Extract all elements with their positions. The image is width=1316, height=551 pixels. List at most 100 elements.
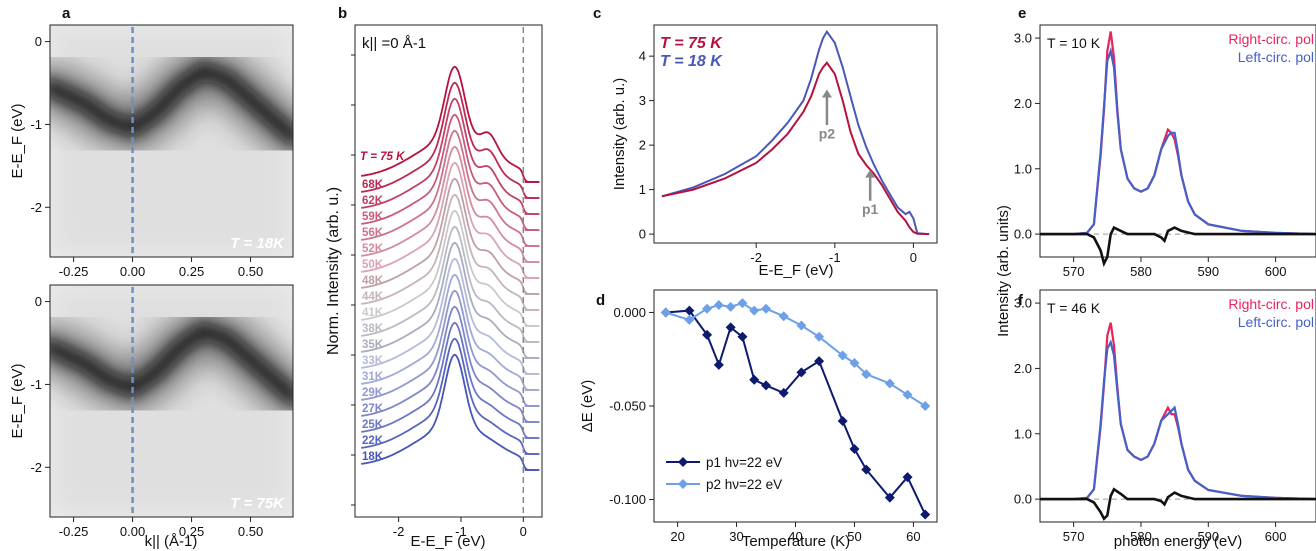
x-tick-label: 0.00 <box>120 524 145 539</box>
panel-letter-e: e <box>1018 5 1026 22</box>
shift-point <box>749 374 760 385</box>
x-tick-label: 0.50 <box>238 264 263 279</box>
shift-point <box>796 320 807 331</box>
panel-b-edc-stack: T = 75 K 68K 62K 59K 56K 52K 50K 48K 44K 41K 38K 35… <box>325 24 543 550</box>
heatmap-a-bottom-axes: -0.25 0.00 0.25 0.50 0 -1 -2 <box>30 294 263 539</box>
panel-b-temperature-labels: T = 75 K 68K 62K 59K 56K 52K 50K 48K 44K 41K 38K 35… <box>360 151 405 463</box>
panel-c-spectra: p2 p1 T = 75 K T = 18 K -2 -1 0 0 1 2 3 4 Intens… <box>611 24 938 279</box>
shift-point <box>737 298 748 309</box>
x-tick-label: 0 <box>520 524 527 539</box>
shift-point <box>796 367 807 378</box>
panel-c-legend-18k: T = 18 K <box>660 53 723 70</box>
shift-point <box>814 331 825 342</box>
panel-f-xlabel: photon energy (eV) <box>1114 533 1242 550</box>
panel-c-xlabel: E-E_F (eV) <box>758 262 833 279</box>
shift-point <box>713 299 724 310</box>
panel-c-frame <box>653 24 938 244</box>
shift-point <box>737 331 748 342</box>
panel-letter-c: c <box>593 5 601 22</box>
y-tick-label: 0 <box>639 227 646 242</box>
shift-point <box>861 369 872 380</box>
edc-curve <box>361 129 539 247</box>
panel-f-legend-left: Left-circ. pol <box>1238 314 1314 330</box>
edc-temperature-label: 35K <box>362 339 384 351</box>
x-tick-label: 580 <box>1130 529 1152 544</box>
panel-b-curves <box>361 65 540 471</box>
x-tick-label: 0.25 <box>179 264 204 279</box>
x-tick-label: 570 <box>1063 264 1085 279</box>
heatmap-a-bottom-xlabel: k|| (Å-1) <box>145 533 198 550</box>
shift-point <box>761 303 772 314</box>
panel-c-ylabel: Intensity (arb. u.) <box>611 78 628 191</box>
edc-temperature-label: 18K <box>362 451 384 463</box>
y-tick-label: 0.000 <box>613 305 646 320</box>
shift-point <box>861 464 872 475</box>
panel-b-axes: -2 -1 0 <box>351 54 527 539</box>
panel-d-legend: p1 hν=22 eV p2 hν=22 eV <box>666 455 782 492</box>
edc-curve <box>361 65 539 183</box>
shift-point <box>837 415 848 426</box>
y-tick-label: 2.0 <box>1014 96 1032 111</box>
y-tick-label: 0 <box>35 34 42 49</box>
absorption-curve <box>1040 46 1316 236</box>
edc-temperature-label: 44K <box>362 291 384 303</box>
edc-curve <box>361 81 539 199</box>
heatmap-a-top-frame <box>49 24 294 258</box>
x-tick-label: 590 <box>1197 529 1219 544</box>
x-tick-label: 0.50 <box>238 524 263 539</box>
shift-point <box>702 303 713 314</box>
x-tick-label: -0.25 <box>59 264 89 279</box>
x-tick-label: 600 <box>1265 529 1287 544</box>
x-tick-label: 40 <box>788 529 802 544</box>
shift-point <box>684 305 695 316</box>
panel-a-top-heatmap: T = 18K -0.25 0.00 0.25 0.50 0 -1 -2 E-E_F (eV… <box>9 24 294 279</box>
x-tick-label: -0.25 <box>59 524 89 539</box>
heatmap-a-bottom-band <box>50 321 293 405</box>
edc-temperature-label: 31K <box>362 371 384 383</box>
panel-letter-a: a <box>62 5 71 22</box>
y-tick-label: 2 <box>639 138 646 153</box>
edc-curve <box>361 241 539 359</box>
panel-b-momentum-label: k|| =0 Å-1 <box>362 35 426 52</box>
heatmap-a-bottom-frame <box>49 284 294 518</box>
panel-e-legend-right: Right-circ. pol <box>1228 31 1314 47</box>
shift-point <box>702 329 713 340</box>
absorption-curve <box>1040 322 1316 501</box>
shift-point <box>713 359 724 370</box>
shift-point <box>725 301 736 312</box>
edc-temperature-label: 38K <box>362 323 384 335</box>
x-tick-label: 0.00 <box>120 264 145 279</box>
spectrum-curve <box>661 29 930 236</box>
panel-d-energy-shift: p1 hν=22 eV p2 hν=22 eV 20 30 40 50 60 0.000 -0… <box>579 289 938 550</box>
peak-arrow-head <box>865 169 876 178</box>
dichroism-curve <box>1040 487 1316 521</box>
edc-curve <box>361 225 539 343</box>
edc-temperature-label: 41K <box>362 307 384 319</box>
shift-point <box>920 401 931 411</box>
x-tick-label: 580 <box>1130 264 1152 279</box>
heatmap-a-bottom-ylabel: E-E_F (eV) <box>9 363 26 438</box>
edc-temperature-label: 48K <box>362 275 384 287</box>
shift-point <box>837 350 848 361</box>
panel-f-legend-right: Right-circ. pol <box>1228 296 1314 312</box>
edc-temperature-label: 52K <box>362 243 384 255</box>
y-tick-label: -0.050 <box>609 399 646 414</box>
absorption-curve <box>1040 339 1316 501</box>
y-tick-label: 1.0 <box>1014 426 1032 441</box>
y-tick-label: -1 <box>30 117 42 132</box>
y-tick-label: 1 <box>639 182 646 197</box>
shift-line <box>665 302 926 407</box>
x-tick-label: 60 <box>906 529 920 544</box>
panel-f-xmcd-46k: T = 46 K Right-circ. pol Left-circ. pol … <box>1014 289 1316 550</box>
edc-curve <box>361 337 539 455</box>
edc-temperature-label: 29K <box>362 387 384 399</box>
edc-curve <box>361 193 539 311</box>
y-tick-label: -0.100 <box>609 492 646 507</box>
panel-e-curves <box>1040 31 1316 268</box>
x-tick-label: 0.25 <box>179 524 204 539</box>
dichroism-curve <box>1040 225 1316 268</box>
y-tick-label: -2 <box>30 200 42 215</box>
peak-arrow-head <box>821 89 832 98</box>
panels-ef-shared-ylabel: Intensity (arb. units) <box>995 205 1012 337</box>
